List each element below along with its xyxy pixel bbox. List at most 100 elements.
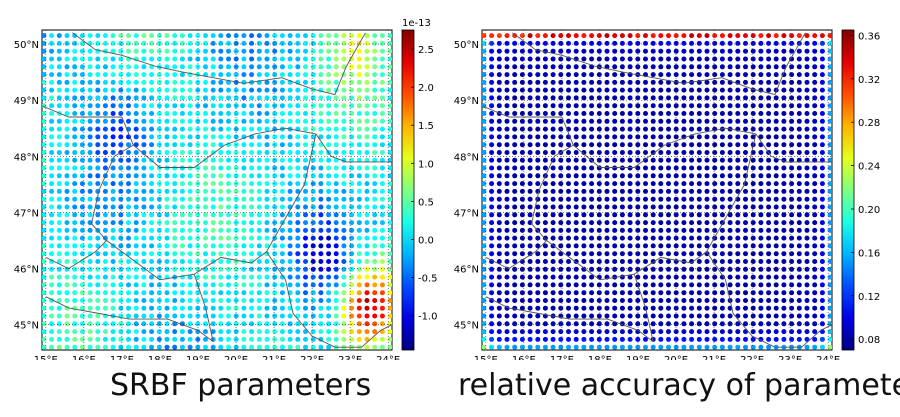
parameter-dot: [141, 227, 147, 233]
parameter-dot: [303, 79, 308, 85]
parameter-dot: [64, 157, 70, 163]
parameter-dot: [519, 321, 525, 327]
parameter-dot: [504, 40, 510, 46]
parameter-dot: [650, 266, 656, 272]
parameter-dot: [581, 56, 587, 62]
parameter-dot: [72, 79, 78, 85]
parameter-dot: [681, 95, 687, 101]
parameter-dot: [310, 290, 316, 296]
parameter-dot: [673, 40, 679, 46]
parameter-dot: [735, 111, 741, 116]
parameter-dot: [79, 142, 85, 148]
parameter-dot: [164, 259, 170, 264]
parameter-dot: [379, 305, 385, 311]
parameter-dot: [604, 103, 610, 109]
parameter-dot: [612, 72, 618, 78]
parameter-dot: [56, 173, 62, 179]
parameter-dot: [310, 329, 316, 335]
parameter-dot: [489, 227, 495, 233]
parameter-dot: [489, 79, 495, 85]
parameter-dot: [827, 266, 832, 272]
parameter-dot: [558, 305, 564, 311]
parameter-dot: [226, 33, 231, 39]
parameter-dot: [102, 305, 108, 311]
parameter-dot: [681, 196, 687, 202]
parameter-dot: [658, 134, 664, 140]
parameter-dot: [364, 274, 370, 280]
parameter-dot: [712, 79, 718, 85]
parameter-dot: [256, 142, 262, 148]
parameter-dot: [272, 48, 278, 54]
parameter-dot: [310, 157, 316, 163]
parameter-dot: [179, 72, 185, 78]
parameter-dot: [712, 173, 718, 179]
parameter-dot: [789, 212, 795, 218]
parameter-dot: [364, 181, 370, 187]
parameter-dot: [56, 150, 62, 155]
parameter-dot: [535, 290, 541, 296]
parameter-dot: [133, 212, 139, 218]
parameter-dot: [781, 173, 787, 179]
parameter-dot: [619, 298, 625, 303]
parameter-dot: [527, 305, 533, 311]
parameter-dot: [812, 72, 818, 78]
parameter-dot: [750, 188, 756, 194]
parameter-dot: [766, 212, 772, 218]
lon-label: 16°E: [512, 355, 536, 360]
parameter-dot: [612, 282, 618, 288]
parameter-dot: [596, 251, 602, 257]
parameter-dot: [612, 111, 618, 116]
parameter-dot: [87, 40, 93, 46]
parameter-dot: [689, 181, 695, 187]
parameter-dot: [712, 188, 718, 194]
parameter-dot: [42, 336, 47, 342]
parameter-dot: [218, 243, 224, 249]
parameter-dot: [489, 48, 495, 54]
parameter-dot: [635, 188, 641, 194]
parameter-dot: [149, 329, 155, 335]
parameter-dot: [804, 142, 810, 148]
parameter-dot: [512, 282, 518, 288]
parameter-dot: [210, 313, 216, 319]
parameter-dot: [333, 173, 339, 179]
parameter-dot: [233, 33, 239, 39]
parameter-dot: [164, 79, 170, 85]
parameter-dot: [781, 87, 787, 93]
parameter-dot: [504, 79, 510, 85]
parameter-dot: [249, 212, 255, 218]
parameter-dot: [558, 212, 564, 218]
parameter-dot: [804, 64, 810, 70]
parameter-dot: [827, 103, 832, 109]
parameter-dot: [187, 227, 193, 233]
parameter-dot: [110, 165, 116, 171]
parameter-dot: [819, 181, 825, 187]
parameter-dot: [356, 64, 362, 70]
country-border: [315, 133, 392, 163]
parameter-dot: [519, 72, 525, 78]
parameter-dot: [482, 126, 487, 132]
parameter-dot: [627, 165, 633, 171]
parameter-dot: [666, 251, 671, 257]
parameter-dot: [658, 48, 664, 54]
parameter-dot: [95, 111, 101, 116]
parameter-dot: [519, 142, 525, 148]
parameter-dot: [704, 40, 710, 46]
parameter-dot: [218, 181, 224, 187]
parameter-dot: [203, 329, 208, 335]
parameter-dot: [766, 298, 772, 303]
parameter-dot: [827, 118, 832, 124]
parameter-dot: [118, 79, 124, 85]
parameter-dot: [179, 336, 185, 342]
parameter-dot: [535, 95, 541, 101]
parameter-dot: [696, 188, 702, 194]
parameter-dot: [164, 181, 170, 187]
parameter-dot: [64, 313, 70, 319]
parameter-dot: [179, 274, 185, 280]
parameter-dot: [566, 243, 571, 249]
parameter-dot: [264, 282, 270, 288]
parameter-dot: [589, 40, 595, 46]
parameter-dot: [118, 95, 124, 101]
parameter-dot: [279, 243, 285, 249]
parameter-dot: [49, 87, 55, 93]
parameter-dot: [519, 251, 525, 257]
